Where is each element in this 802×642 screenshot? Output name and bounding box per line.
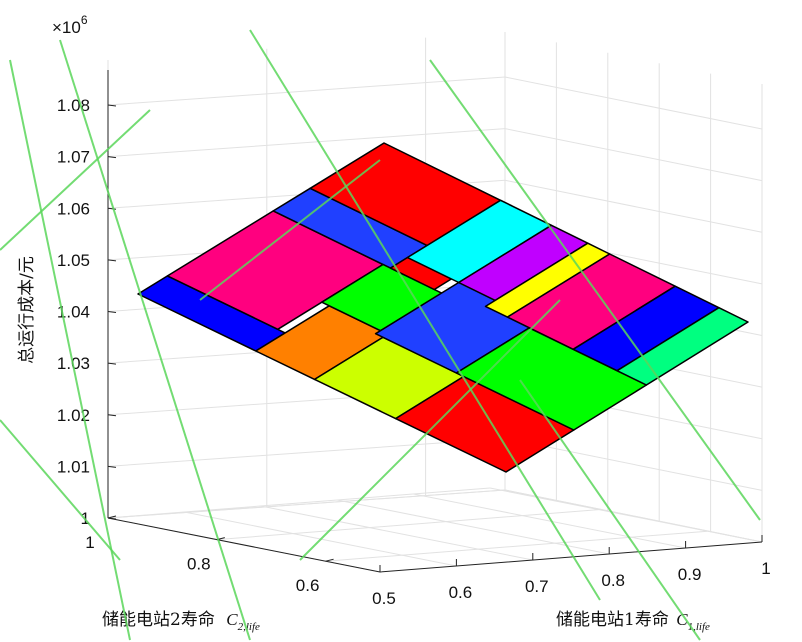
x-tick-label: 0.8 [601,571,625,590]
x-floor-gridline [337,499,610,555]
watermark [0,29,761,641]
x-tick-label: 0.5 [372,589,396,608]
y-floor-gridline [216,509,599,541]
watermark-stroke [9,59,131,641]
watermark-stroke [429,59,761,521]
y-tick-label: 1 [85,533,94,552]
watermark-stroke [249,29,601,601]
z-tick-mark [107,104,117,107]
z-tick-mark [107,259,117,262]
z-tick-mark [107,156,117,159]
floor-back-edges [107,489,763,543]
tick-labels: 11.011.021.031.041.051.061.071.080.5 0.6 0… [57,96,771,608]
z-tick-label: 1.04 [57,303,90,322]
watermark-stroke [0,419,121,561]
watermark-stroke [519,379,701,641]
watermark-stroke [0,109,151,251]
x-tick-label: 0.9 [678,565,702,584]
x-floor-gridline [260,505,533,561]
z-tick-mark [107,465,117,468]
z-tick-mark [107,207,117,210]
z-tick-label: 1.01 [57,457,90,476]
z-tick-mark [107,362,117,365]
z-tick-label: 1.08 [57,96,90,115]
x-tick-label: 0.7 [525,577,549,596]
z-tick-label: 1.06 [57,199,90,218]
z-axis-label: 总运行成本/元 [17,256,37,364]
cost-surface [137,142,749,473]
z-multiplier: ×106 [52,13,88,37]
y-tick-label: 0.6 [296,576,320,595]
z-gridline [107,76,763,130]
z-tick-mark [107,311,117,313]
x-floor-gridline [413,493,686,549]
z-tick-label: 1.07 [57,148,90,167]
watermark-stroke [59,39,251,641]
watermark-stroke [199,159,381,301]
y-floor-gridline [325,530,708,562]
z-tick-mark [107,414,117,417]
y-floor-gridline [107,487,491,519]
y-tick-label: 0.8 [187,555,211,574]
axes [107,70,763,573]
watermark-stroke [299,299,561,561]
z-tick-label: 1.05 [57,251,90,270]
y-axis-label: 储能电站2寿命 C2,life [102,610,260,633]
z-gridline [107,437,763,491]
y-tick-mark [107,515,117,519]
x-tick-label: 0.6 [449,583,473,602]
y-tick-mark [325,558,334,562]
x-tick-label: 1 [761,559,770,578]
